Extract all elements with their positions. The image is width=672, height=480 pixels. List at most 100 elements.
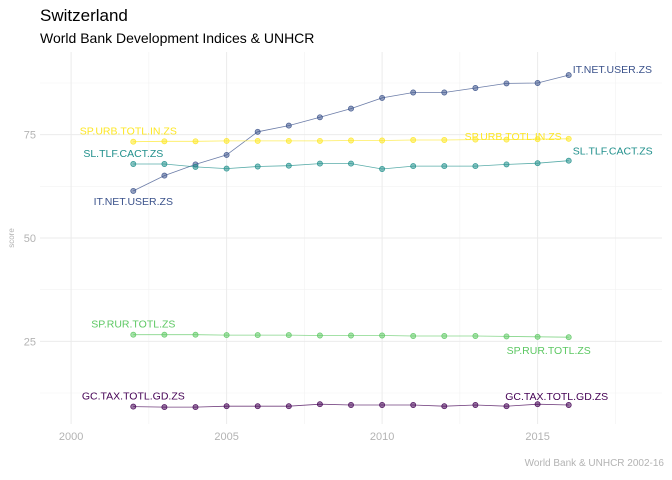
data-point bbox=[285, 403, 292, 410]
data-point bbox=[379, 94, 386, 101]
data-point bbox=[379, 137, 386, 144]
data-point bbox=[254, 163, 261, 170]
data-point bbox=[316, 401, 323, 408]
data-point bbox=[534, 160, 541, 167]
series-label-start: SL.TLF.CACT.ZS bbox=[83, 148, 163, 160]
data-point bbox=[534, 333, 541, 340]
data-point bbox=[348, 160, 354, 167]
data-point bbox=[565, 72, 572, 79]
data-point bbox=[316, 137, 323, 144]
data-point bbox=[192, 331, 199, 338]
data-point bbox=[472, 136, 479, 143]
y-tick-label: 50 bbox=[24, 233, 36, 245]
data-point bbox=[410, 333, 417, 339]
data-point bbox=[161, 172, 168, 179]
y-tick-label: 75 bbox=[24, 130, 36, 142]
data-point bbox=[348, 332, 354, 339]
data-point bbox=[503, 136, 510, 143]
series-label-start: IT.NET.USER.ZS bbox=[94, 196, 173, 208]
series-label-end: SL.TLF.CACT.ZS bbox=[573, 146, 653, 158]
data-point bbox=[316, 160, 323, 167]
data-point bbox=[223, 165, 230, 172]
data-point bbox=[441, 137, 448, 143]
data-point bbox=[254, 403, 261, 410]
series-label-end: IT.NET.USER.ZS bbox=[573, 64, 652, 76]
chart-caption: World Bank & UNHCR 2002-16 bbox=[524, 458, 664, 469]
data-point bbox=[348, 105, 354, 112]
data-point bbox=[192, 404, 199, 411]
series-label-end: GC.TAX.TOTL.GD.ZS bbox=[505, 391, 608, 403]
data-point bbox=[130, 138, 137, 145]
series-label-start: SP.URB.TOTL.IN.ZS bbox=[80, 126, 177, 138]
data-point bbox=[503, 403, 510, 410]
data-point bbox=[316, 114, 323, 121]
data-point bbox=[565, 334, 572, 341]
data-point bbox=[472, 163, 479, 170]
data-point bbox=[441, 333, 448, 339]
data-point bbox=[192, 163, 199, 170]
data-point bbox=[472, 85, 479, 91]
series-label-start: GC.TAX.TOTL.GD.ZS bbox=[82, 391, 185, 403]
data-point bbox=[161, 161, 168, 167]
data-point bbox=[254, 128, 261, 135]
data-point bbox=[379, 402, 386, 408]
data-point bbox=[379, 332, 386, 339]
data-point bbox=[379, 166, 386, 172]
data-point bbox=[223, 403, 230, 410]
x-tick-label: 2015 bbox=[525, 431, 549, 443]
series-points bbox=[130, 72, 572, 411]
data-point bbox=[410, 163, 417, 170]
data-point bbox=[410, 137, 417, 143]
chart-title: Switzerland bbox=[40, 6, 128, 25]
data-point bbox=[348, 402, 354, 408]
data-point bbox=[503, 333, 510, 340]
data-point bbox=[410, 402, 417, 408]
data-point bbox=[441, 89, 448, 96]
data-point bbox=[223, 151, 230, 158]
gridlines bbox=[40, 52, 662, 424]
data-point bbox=[161, 404, 168, 411]
data-point bbox=[534, 401, 541, 408]
x-tick-label: 2000 bbox=[59, 431, 83, 443]
series-label-start: SP.RUR.TOTL.ZS bbox=[91, 319, 175, 331]
data-point bbox=[130, 331, 137, 338]
data-point bbox=[254, 332, 261, 339]
data-point bbox=[534, 80, 541, 86]
data-point bbox=[441, 403, 448, 410]
data-point bbox=[472, 333, 479, 339]
data-point bbox=[503, 80, 510, 87]
data-point bbox=[503, 161, 510, 168]
data-point bbox=[285, 162, 292, 169]
data-point bbox=[565, 135, 572, 142]
data-point bbox=[316, 332, 323, 339]
data-point bbox=[130, 187, 137, 194]
data-point bbox=[565, 402, 572, 408]
y-axis-label: score bbox=[7, 228, 16, 248]
x-tick-label: 2010 bbox=[370, 431, 394, 443]
data-point bbox=[565, 157, 572, 164]
series-labels: IT.NET.USER.ZS IT.NET.USER.ZS SP.URB.TOTL.… bbox=[80, 64, 653, 403]
data-point bbox=[161, 138, 168, 145]
data-point bbox=[534, 136, 541, 143]
data-point bbox=[192, 138, 199, 145]
data-point bbox=[161, 331, 168, 338]
y-tick-label: 25 bbox=[24, 336, 36, 348]
series-label-end: SP.URB.TOTL.IN.ZS bbox=[465, 131, 562, 143]
data-point bbox=[285, 137, 292, 144]
axis-ticks: 2000 2005 2010 2015 25 50 75 score bbox=[7, 130, 550, 443]
series-label-end: SP.RUR.TOTL.ZS bbox=[507, 345, 591, 357]
data-point bbox=[285, 332, 292, 339]
data-point bbox=[254, 137, 261, 144]
data-point bbox=[285, 122, 292, 129]
data-point bbox=[410, 89, 417, 96]
data-point bbox=[130, 161, 137, 167]
data-point bbox=[223, 332, 230, 339]
x-tick-label: 2005 bbox=[214, 431, 238, 443]
data-point bbox=[223, 137, 230, 144]
data-point bbox=[441, 163, 448, 170]
series-lines bbox=[133, 74, 569, 408]
data-point bbox=[348, 137, 354, 144]
data-point bbox=[472, 402, 479, 408]
chart-subtitle: World Bank Development Indices & UNHCR bbox=[40, 30, 315, 46]
